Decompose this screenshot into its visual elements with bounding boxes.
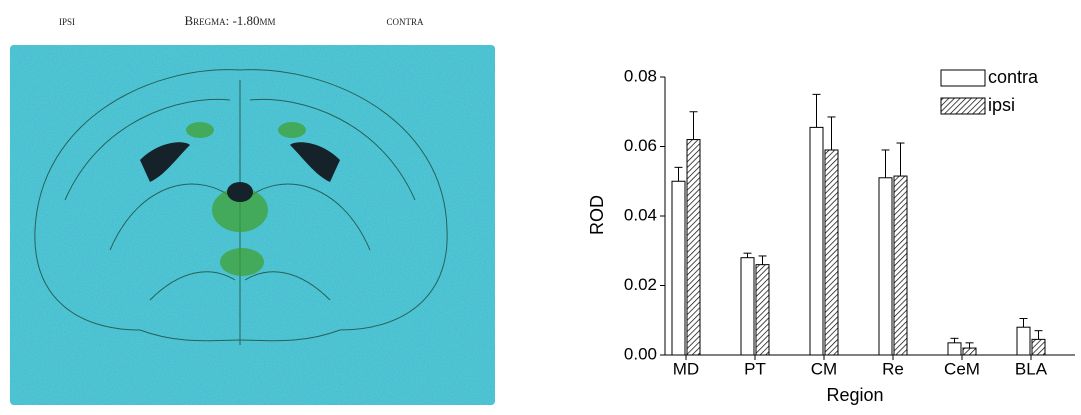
bar <box>878 177 893 356</box>
x-tick-label: CM <box>811 359 837 378</box>
bar <box>755 264 770 356</box>
legend-label: contra <box>988 67 1039 87</box>
y-axis-label: ROD <box>587 195 607 235</box>
x-tick-label: MD <box>673 359 699 378</box>
y-tick-label: 0.02 <box>624 275 657 294</box>
bar <box>740 257 755 356</box>
bar <box>1031 338 1046 356</box>
image-label: Bregma: -1.80mm <box>184 13 275 28</box>
bar <box>1016 326 1031 356</box>
y-tick-label: 0.00 <box>624 344 657 363</box>
image-label: ipsi <box>59 13 75 28</box>
bar <box>962 347 977 356</box>
x-tick-label: Re <box>882 359 904 378</box>
x-axis-label: Region <box>826 385 883 405</box>
brain-image <box>10 45 495 405</box>
y-tick-label: 0.08 <box>624 66 657 85</box>
legend-label: ipsi <box>988 95 1015 115</box>
bar <box>893 175 908 356</box>
y-tick-label: 0.04 <box>624 205 657 224</box>
x-tick-label: PT <box>744 359 766 378</box>
bar <box>686 139 701 356</box>
x-tick-label: BLA <box>1015 359 1048 378</box>
y-tick-label: 0.06 <box>624 136 657 155</box>
bar <box>947 342 962 356</box>
bar <box>824 149 839 356</box>
bar <box>809 126 824 356</box>
legend-swatch <box>940 97 986 115</box>
bar <box>671 180 686 356</box>
x-tick-label: CeM <box>944 359 980 378</box>
image-label: contra <box>386 13 424 28</box>
legend-swatch <box>940 69 986 87</box>
